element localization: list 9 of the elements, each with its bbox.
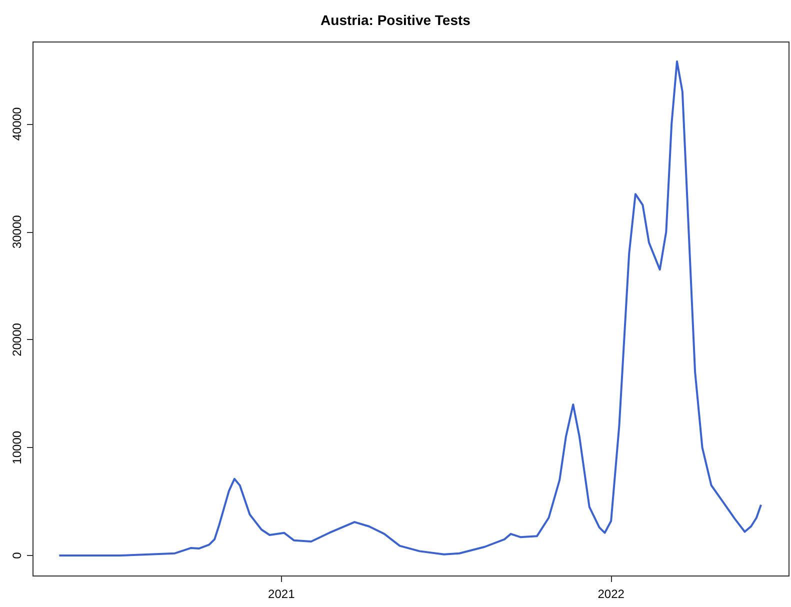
chart-title: Austria: Positive Tests [320,12,471,28]
y-tick-label: 40000 [10,106,24,141]
y-tick-label: 0 [10,552,24,559]
line-series [58,60,762,557]
y-tick-label: 30000 [10,214,24,249]
y-tick-label: 20000 [10,322,24,356]
x-tick-label: 2022 [598,587,625,601]
y-tick-label: 10000 [10,430,24,464]
x-tick-label: 2021 [268,587,296,601]
